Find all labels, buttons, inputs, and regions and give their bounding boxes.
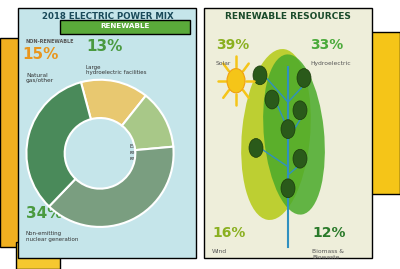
Text: RENEWABLE RESOURCES: RENEWABLE RESOURCES [225,12,351,21]
Text: Non-emitting
nuclear generation: Non-emitting nuclear generation [26,231,78,242]
Text: 12%: 12% [312,226,346,240]
Circle shape [281,179,295,198]
Text: Large
hydroelectric facilities: Large hydroelectric facilities [86,65,146,75]
Text: 13%: 13% [86,39,122,54]
Text: NON-RENEWABLE: NON-RENEWABLE [26,39,74,44]
Circle shape [227,69,245,93]
FancyBboxPatch shape [60,20,190,34]
FancyBboxPatch shape [204,8,372,258]
Ellipse shape [263,54,325,215]
Circle shape [253,66,267,85]
Text: Solar: Solar [216,61,231,66]
Text: Hydroelectric: Hydroelectric [310,61,351,66]
Circle shape [249,139,263,157]
Text: Eligible
renewable
resources: Eligible renewable resources [130,144,159,161]
Text: 39%: 39% [216,38,249,52]
Text: 34%: 34% [26,206,62,221]
Wedge shape [49,147,174,227]
Text: Wind: Wind [212,249,227,254]
Ellipse shape [241,49,311,220]
Text: RENEWABLE: RENEWABLE [100,23,150,29]
Text: Natural
gas/other: Natural gas/other [26,73,54,83]
Wedge shape [81,80,146,126]
Text: 16%: 16% [212,226,245,240]
Circle shape [297,69,311,87]
Text: 15%: 15% [22,47,58,62]
Text: 33%: 33% [310,38,343,52]
FancyBboxPatch shape [0,38,26,247]
Circle shape [293,101,307,120]
FancyBboxPatch shape [16,242,60,269]
Circle shape [293,149,307,168]
FancyBboxPatch shape [344,32,400,194]
FancyBboxPatch shape [18,8,196,258]
Circle shape [265,90,279,109]
Wedge shape [122,96,173,150]
Text: 2018 ELECTRIC POWER MIX: 2018 ELECTRIC POWER MIX [42,12,174,21]
Text: 39%: 39% [130,118,166,133]
Wedge shape [26,82,91,206]
Text: Biomass &
Biowaste: Biomass & Biowaste [312,249,344,260]
Circle shape [281,120,295,139]
